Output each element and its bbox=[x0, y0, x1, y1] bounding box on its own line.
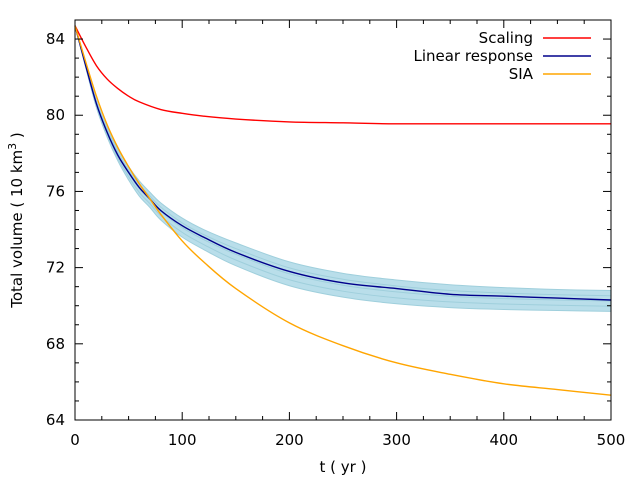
legend-label-scaling: Scaling bbox=[479, 29, 533, 47]
y-axis-label-superscript: 3 bbox=[6, 143, 19, 150]
ensemble-member-line bbox=[74, 25, 612, 291]
x-axis-label: t ( yr ) bbox=[320, 458, 367, 476]
y-axis-label-main: Total volume ( 10 km bbox=[8, 150, 26, 309]
legend-label-linear-response: Linear response bbox=[413, 47, 533, 65]
y-tick-label: 76 bbox=[46, 182, 65, 200]
y-tick-label: 68 bbox=[46, 335, 65, 353]
x-tick-label: 500 bbox=[597, 431, 626, 449]
y-tick-label: 84 bbox=[46, 30, 65, 48]
x-tick-label: 400 bbox=[489, 431, 518, 449]
ensemble-member-line bbox=[74, 25, 612, 297]
x-tick-label: 100 bbox=[168, 431, 197, 449]
x-tick-label: 0 bbox=[70, 431, 80, 449]
y-axis-label: Total volume ( 10 km3 ) bbox=[6, 132, 26, 309]
ensemble-member-line bbox=[74, 25, 612, 312]
series-lines bbox=[74, 25, 612, 396]
y-tick-label: 72 bbox=[46, 259, 65, 277]
ensemble-member-line bbox=[74, 25, 612, 307]
x-tick-label: 200 bbox=[275, 431, 304, 449]
series-line-scaling bbox=[74, 25, 611, 125]
axis-ticks: 0 100 200 300 400 500 64 68 72 76 80 84 bbox=[46, 19, 626, 449]
series-line-sia bbox=[74, 25, 612, 396]
legend-label-sia: SIA bbox=[509, 65, 534, 83]
y-axis-label-end: ) bbox=[8, 132, 26, 143]
x-tick-label: 300 bbox=[382, 431, 411, 449]
y-tick-label: 80 bbox=[46, 106, 65, 124]
series-line-linear-response bbox=[74, 25, 612, 301]
y-tick-label: 64 bbox=[46, 411, 65, 429]
